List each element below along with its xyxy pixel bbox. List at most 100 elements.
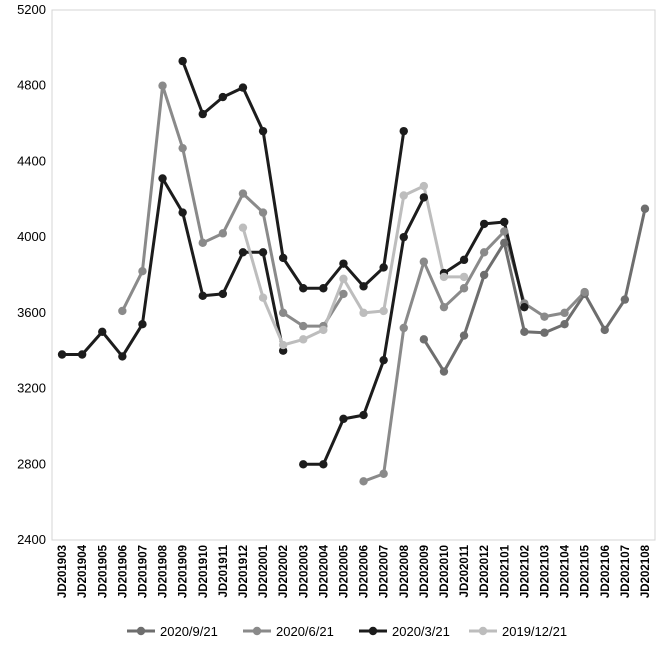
y-tick-label: 4400 bbox=[17, 153, 46, 168]
legend-label: 2020/6/21 bbox=[276, 624, 334, 639]
data-point bbox=[238, 83, 248, 92]
legend-marker bbox=[252, 626, 262, 636]
data-point bbox=[339, 414, 348, 424]
x-tick-label: JD202001 bbox=[258, 544, 270, 598]
data-point bbox=[299, 460, 308, 469]
x-tick-label: JD202002 bbox=[278, 545, 290, 598]
data-point bbox=[178, 56, 187, 66]
data-point bbox=[439, 367, 449, 376]
data-point bbox=[258, 126, 268, 136]
x-tick-label: JD201911 bbox=[218, 544, 230, 597]
data-point bbox=[379, 355, 388, 365]
x-tick-label: JD201906 bbox=[117, 545, 129, 598]
data-point bbox=[118, 306, 127, 316]
data-point bbox=[218, 229, 228, 238]
x-tick-label: JD201912 bbox=[238, 545, 250, 598]
data-point bbox=[158, 174, 167, 183]
series-lines bbox=[60, 59, 647, 483]
data-point bbox=[359, 308, 368, 318]
legend-marker bbox=[136, 626, 146, 636]
x-tick-label: JD202104 bbox=[560, 544, 572, 598]
x-tick-label: JD201910 bbox=[198, 545, 210, 598]
y-tick-label: 4800 bbox=[17, 78, 46, 93]
series-line bbox=[362, 230, 587, 483]
data-point bbox=[299, 321, 308, 331]
y-tick-label: 5200 bbox=[17, 2, 46, 17]
data-point bbox=[118, 352, 127, 361]
y-tick-label: 2800 bbox=[17, 456, 46, 471]
data-point bbox=[198, 109, 207, 119]
data-point bbox=[77, 350, 87, 359]
data-point bbox=[319, 460, 328, 469]
data-point bbox=[459, 272, 469, 282]
data-point bbox=[198, 291, 207, 301]
x-tick-label: JD202012 bbox=[479, 545, 491, 598]
x-tick-label: JD202006 bbox=[359, 545, 371, 598]
y-tick-label: 4000 bbox=[17, 229, 46, 244]
series-markers bbox=[57, 56, 650, 486]
data-point bbox=[479, 248, 489, 257]
data-point bbox=[459, 284, 469, 293]
legend-label: 2020/3/21 bbox=[392, 624, 450, 639]
data-point bbox=[399, 126, 408, 136]
x-tick-label: JD202008 bbox=[399, 544, 411, 598]
data-point bbox=[459, 255, 469, 265]
data-point bbox=[278, 308, 288, 318]
series-line bbox=[241, 184, 466, 347]
data-point bbox=[319, 284, 328, 293]
data-point bbox=[419, 193, 429, 202]
data-point bbox=[540, 328, 549, 337]
data-point bbox=[359, 477, 368, 486]
x-tick-label: JD202011 bbox=[459, 544, 471, 597]
x-tick-label: JD202101 bbox=[499, 544, 511, 598]
data-point bbox=[439, 272, 449, 282]
data-point bbox=[218, 92, 228, 102]
series-line bbox=[120, 84, 345, 328]
series-line bbox=[422, 207, 647, 373]
data-point bbox=[299, 284, 308, 293]
data-point bbox=[238, 248, 248, 257]
data-point bbox=[419, 257, 429, 266]
data-point bbox=[299, 335, 308, 344]
data-point bbox=[178, 208, 187, 217]
axes: 2400 2800 3200 3600 4000 4400 4800 5200 JD201903… bbox=[17, 2, 656, 598]
data-point bbox=[198, 238, 207, 248]
data-point bbox=[560, 308, 569, 318]
data-point bbox=[500, 238, 509, 248]
data-point bbox=[500, 217, 509, 227]
series-line bbox=[181, 59, 406, 290]
x-tick-label: JD201905 bbox=[97, 544, 109, 598]
data-point bbox=[479, 219, 489, 229]
series-line bbox=[60, 177, 285, 358]
data-point bbox=[399, 191, 408, 200]
y-tick-label: 2400 bbox=[17, 532, 46, 547]
y-tick-label: 3200 bbox=[17, 381, 46, 396]
data-point bbox=[419, 181, 429, 191]
x-tick-label: JD202007 bbox=[379, 545, 391, 598]
x-tick-label: JD201909 bbox=[178, 545, 190, 598]
data-point bbox=[640, 204, 650, 213]
data-point bbox=[479, 270, 489, 280]
data-point bbox=[258, 248, 268, 257]
data-point bbox=[540, 312, 549, 321]
x-tick-label: JD202105 bbox=[580, 544, 592, 598]
data-point bbox=[520, 327, 529, 336]
data-point bbox=[419, 335, 429, 344]
data-point bbox=[359, 282, 368, 291]
data-point bbox=[258, 208, 268, 217]
data-point bbox=[399, 232, 408, 242]
x-tick-label: JD202003 bbox=[298, 545, 310, 598]
legend-marker bbox=[478, 626, 488, 636]
x-tick-label: JD202106 bbox=[600, 545, 612, 598]
legend: 2020/9/21 2020/6/21 2020/3/21 2019/12/21 bbox=[127, 624, 567, 639]
data-point bbox=[339, 259, 348, 268]
plot-area-border bbox=[51, 9, 656, 541]
x-tick-label: JD201904 bbox=[77, 544, 89, 598]
x-tick-label: JD202103 bbox=[539, 545, 551, 598]
x-tick-label: JD202010 bbox=[439, 545, 451, 598]
data-point bbox=[560, 320, 569, 329]
data-point bbox=[98, 327, 107, 336]
data-point bbox=[379, 263, 388, 272]
x-tick-label: JD201907 bbox=[137, 545, 149, 598]
